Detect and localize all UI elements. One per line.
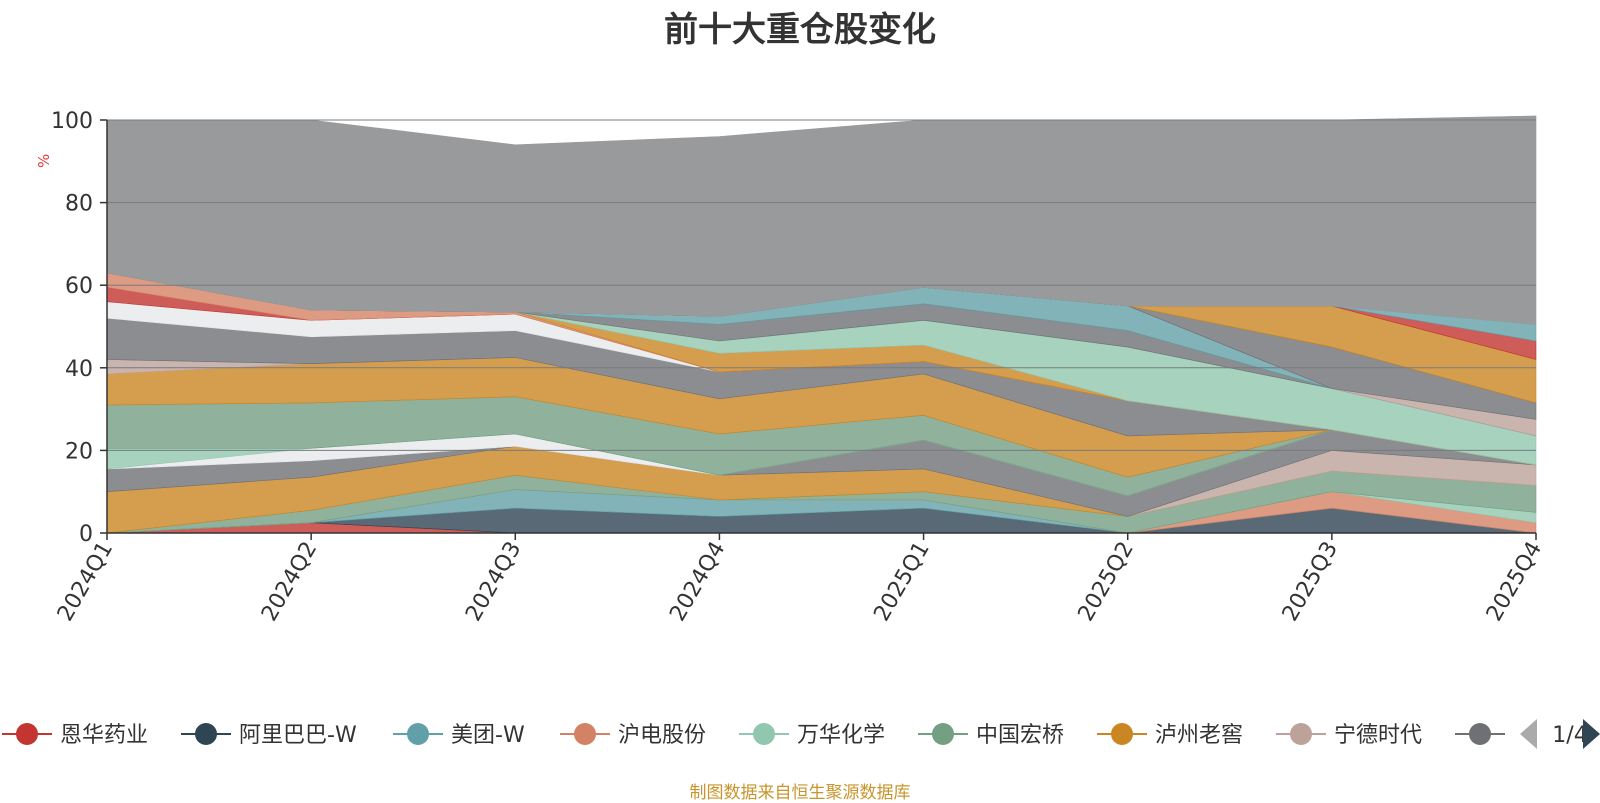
area-28[interactable] — [106, 115, 1537, 325]
legend-item[interactable]: 沪电股份 — [560, 723, 706, 748]
legend-item[interactable]: 恩华药业 — [2, 723, 148, 748]
legend-marker — [407, 723, 429, 745]
y-tick-label: 0 — [79, 522, 93, 547]
legend-item[interactable]: 阿里巴巴-W — [181, 723, 357, 748]
legend-marker — [1111, 723, 1133, 745]
x-tick-label: 2024Q1 — [53, 538, 118, 626]
source-note: 制图数据来自恒生聚源数据库 — [689, 783, 911, 803]
area-series-layer — [106, 115, 1537, 534]
y-tick-label: 60 — [65, 274, 93, 299]
y-axis-label: % — [35, 154, 53, 168]
x-tick-label: 2025Q2 — [1074, 538, 1139, 626]
legend-item[interactable]: 万华化学 — [739, 723, 885, 748]
legend-marker — [753, 723, 775, 745]
legend-label: 阿里巴巴-W — [239, 723, 357, 748]
y-tick-label: 100 — [51, 109, 93, 134]
legend-item[interactable]: 中国宏桥 — [918, 723, 1064, 748]
gridlines — [107, 119, 1536, 451]
legend-label: 万华化学 — [797, 723, 885, 748]
x-tick-label: 2024Q4 — [665, 538, 730, 626]
legend-label: 美团-W — [451, 723, 525, 748]
legend: 恩华药业 阿里巴巴-W 美团-W 沪电股份 万华化学 中国宏桥 泸州老窖 宁德时代 1/4 — [2, 719, 1600, 749]
legend-label: 泸州老窖 — [1155, 723, 1243, 748]
legend-next-arrow-icon[interactable] — [1583, 719, 1600, 749]
x-tick-label: 2025Q4 — [1482, 538, 1547, 626]
legend-marker — [16, 723, 38, 745]
legend-marker — [932, 723, 954, 745]
x-tick-label: 2025Q1 — [869, 538, 934, 626]
legend-label: 宁德时代 — [1334, 723, 1422, 748]
y-tick-label: 80 — [65, 192, 93, 217]
x-tick-label: 2025Q3 — [1278, 538, 1343, 626]
y-tick-label: 20 — [65, 439, 93, 464]
legend-label: 恩华药业 — [60, 723, 148, 748]
legend-marker — [574, 723, 596, 745]
legend-marker — [195, 723, 217, 745]
legend-item[interactable]: 宁德时代 — [1276, 723, 1422, 748]
legend-prev-arrow-icon[interactable] — [1520, 719, 1537, 749]
legend-label: 中国宏桥 — [976, 723, 1064, 748]
y-tick-label: 40 — [65, 357, 93, 382]
legend-marker — [1469, 723, 1491, 745]
legend-item[interactable]: 泸州老窖 — [1097, 723, 1243, 748]
legend-item[interactable] — [1455, 723, 1505, 745]
legend-label: 沪电股份 — [618, 723, 706, 748]
x-tick-label: 2024Q2 — [257, 538, 322, 626]
chart-title: 前十大重仓股变化 — [664, 10, 936, 50]
legend-item[interactable]: 美团-W — [393, 723, 525, 748]
legend-marker — [1290, 723, 1312, 745]
x-tick-label: 2024Q3 — [461, 538, 526, 626]
legend-page-indicator: 1/4 — [1552, 723, 1587, 748]
